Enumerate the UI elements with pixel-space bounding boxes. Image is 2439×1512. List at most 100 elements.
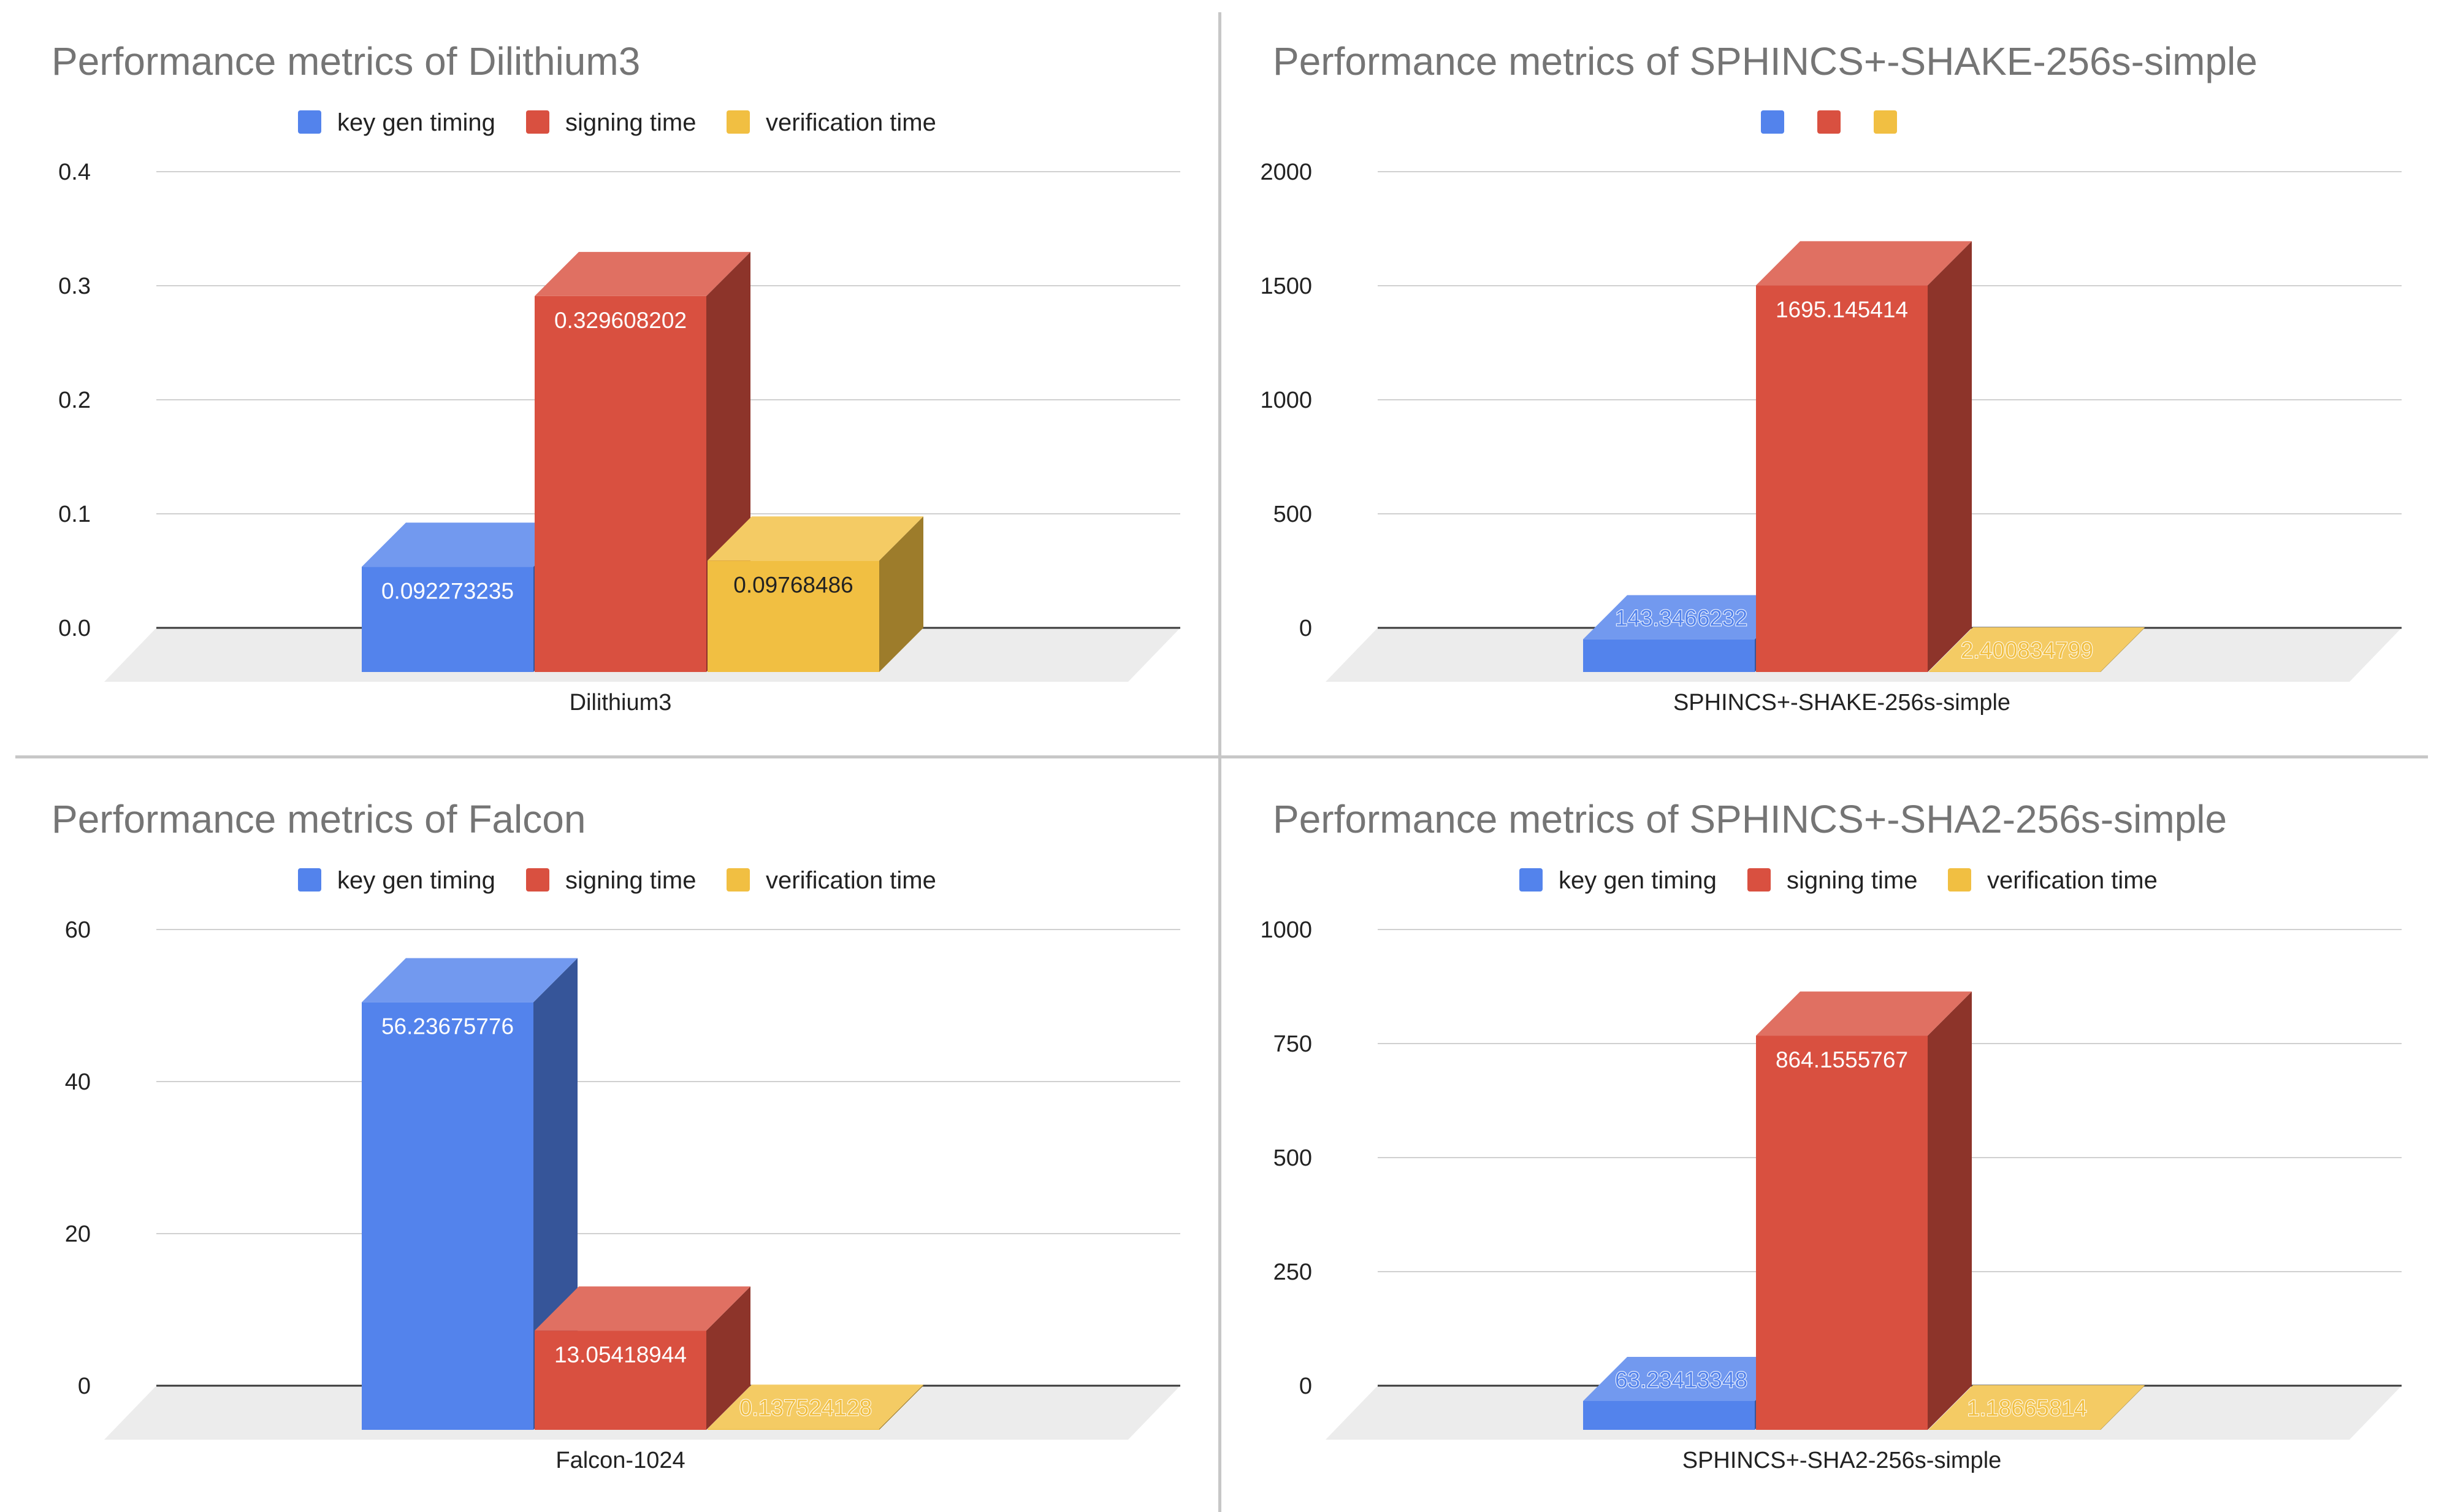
bar-top-verification [1929, 627, 2145, 672]
legend-label-signing: signing time [565, 867, 696, 894]
legend-swatch-key-gen [1519, 868, 1543, 892]
y-tick-label: 60 [65, 917, 91, 943]
data-label-signing: 0.329608202 [554, 308, 687, 333]
horizontal-divider [15, 755, 2428, 758]
bar-verification [1929, 1429, 2101, 1430]
legend-label-verification: verification time [766, 867, 936, 894]
y-tick-label: 1500 [1260, 273, 1312, 299]
chart-sphincs-sha2: Performance metrics of SPHINCS+-SHA2-256… [1260, 797, 2402, 1473]
y-tick-label: 0 [1299, 1373, 1312, 1399]
y-tick-label: 250 [1273, 1259, 1312, 1285]
data-label-key-gen: 0.092273235 [381, 578, 514, 603]
y-tick-label: 2000 [1260, 159, 1312, 185]
bar-top-key-gen [362, 958, 578, 1002]
bar-signing [1756, 285, 1928, 673]
legend-swatch-key-gen [298, 868, 321, 892]
data-label-signing: 1695.145414 [1776, 297, 1908, 322]
y-tick-label: 40 [65, 1069, 91, 1095]
bar-side-verification [2101, 1385, 2145, 1430]
data-label-signing: 864.1555767 [1776, 1047, 1908, 1072]
legend-label-key-gen: key gen timing [337, 867, 495, 894]
legend-swatch-signing [1747, 868, 1771, 892]
chart-title: Performance metrics of SPHINCS+-SHAKE-25… [1273, 39, 2258, 83]
y-tick-label: 500 [1273, 502, 1312, 527]
legend-swatch-signing [1817, 110, 1841, 134]
bar-top-signing [535, 1286, 750, 1331]
data-label-verification: 2.400834799 [1961, 638, 2093, 663]
data-label-signing: 13.05418944 [554, 1342, 687, 1367]
y-tick-label: 0 [78, 1373, 91, 1399]
legend-swatch-key-gen [1761, 110, 1784, 134]
bar-side-signing [1928, 991, 1972, 1430]
bar-verification [1929, 671, 2101, 672]
chart-title: Performance metrics of Falcon [52, 797, 586, 841]
data-label-verification: 0.09768486 [733, 572, 853, 597]
legend-swatch-signing [526, 110, 549, 134]
data-label-verification: 0.137524128 [739, 1395, 872, 1420]
bar-key-gen [1583, 1400, 1755, 1430]
bar-top-key-gen [362, 522, 578, 567]
bar-signing [535, 1331, 706, 1430]
x-category-label: SPHINCS+-SHA2-256s-simple [1682, 1448, 2002, 1473]
x-category-label: SPHINCS+-SHAKE-256s-simple [1673, 690, 2010, 716]
y-tick-label: 1000 [1260, 917, 1312, 943]
bar-side-verification [879, 516, 923, 672]
legend-swatch-verification [727, 868, 750, 892]
bar-verification [708, 560, 879, 672]
bar-side-verification [2101, 627, 2145, 672]
y-tick-label: 0 [1299, 616, 1312, 641]
chart-panel-dilithium3: Performance metrics of Dilithium3 key gen… [0, 0, 1219, 755]
legend-swatch-signing [526, 868, 549, 892]
y-tick-label: 0.3 [58, 273, 91, 299]
legend-swatch-verification [727, 110, 750, 134]
chart-panel-falcon: Performance metrics of Falcon key gen tim… [0, 758, 1219, 1512]
bar-verification [708, 1429, 879, 1430]
bar-top-key-gen [1583, 595, 1799, 640]
y-tick-label: 750 [1273, 1031, 1312, 1057]
legend-label-signing: signing time [565, 109, 696, 136]
chart-title: Performance metrics of Dilithium3 [52, 39, 640, 83]
legend-label-verification: verification time [1987, 867, 2158, 894]
bar-top-signing [1756, 991, 1972, 1036]
y-tick-label: 0.1 [58, 502, 91, 527]
x-category-label: Dilithium3 [570, 690, 672, 716]
bar-key-gen [362, 1002, 533, 1430]
x-category-label: Falcon-1024 [555, 1448, 685, 1473]
chart-title: Performance metrics of SPHINCS+-SHA2-256… [1273, 797, 2227, 841]
bar-key-gen [1583, 639, 1755, 672]
bar-side-verification [879, 1384, 923, 1430]
legend-swatch-verification [1948, 868, 1971, 892]
bar-top-key-gen [1583, 1356, 1799, 1401]
data-label-key-gen: 143.3466232 [1615, 606, 1747, 631]
bar-top-verification [1929, 1385, 2145, 1430]
y-tick-label: 0.0 [58, 616, 91, 641]
bar-top-signing [1756, 241, 1972, 286]
legend-label-verification: verification time [766, 109, 936, 136]
y-tick-label: 0.2 [58, 388, 91, 413]
chart-panel-sphincs-sha2: Performance metrics of SPHINCS+-SHA2-256… [1221, 758, 2439, 1512]
data-label-key-gen: 63.23413348 [1615, 1367, 1747, 1392]
y-tick-label: 1000 [1260, 388, 1312, 413]
legend-swatch-key-gen [298, 110, 321, 134]
legend-label-key-gen: key gen timing [337, 109, 495, 136]
bar-top-signing [535, 251, 750, 296]
vertical-divider [1218, 12, 1221, 1512]
chart-falcon: Performance metrics of Falcon key gen tim… [52, 797, 1180, 1473]
bar-top-verification [708, 516, 923, 561]
y-tick-label: 20 [65, 1221, 91, 1247]
chart-panel-sphincs-shake: Performance metrics of SPHINCS+-SHAKE-25… [1221, 0, 2439, 755]
data-label-key-gen: 56.23675776 [381, 1014, 514, 1039]
bar-side-signing [1928, 241, 1972, 673]
bar-key-gen [362, 567, 533, 672]
bar-signing [535, 296, 706, 673]
legend-swatch-verification [1874, 110, 1897, 134]
bar-signing [1756, 1036, 1928, 1430]
chart-sphincs-shake: Performance metrics of SPHINCS+-SHAKE-25… [1260, 39, 2402, 716]
y-tick-label: 0.4 [58, 159, 91, 185]
data-label-verification: 1.18665814 [1967, 1396, 2086, 1421]
y-tick-label: 500 [1273, 1145, 1312, 1171]
chart-dilithium3: Performance metrics of Dilithium3 key gen… [52, 39, 1180, 716]
legend-label-key-gen: key gen timing [1559, 867, 1717, 894]
bar-side-signing [706, 1286, 750, 1430]
bar-top-verification [708, 1384, 923, 1429]
